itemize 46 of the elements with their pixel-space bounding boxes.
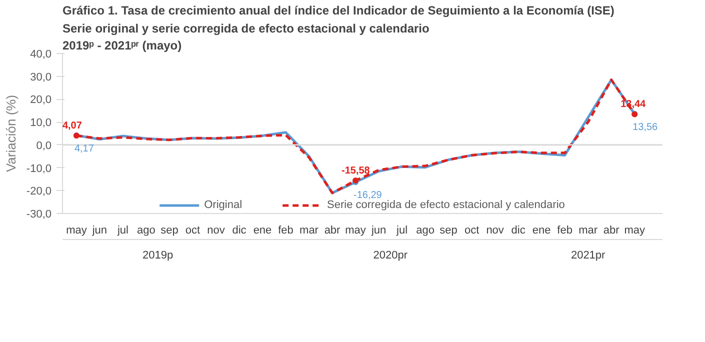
x-tick-label: ago [416, 224, 434, 236]
x-tick-label: oct [464, 224, 480, 236]
data-label: 4,07 [62, 120, 82, 132]
x-tick-label: mar [300, 224, 319, 236]
x-tick-label: mar [578, 224, 598, 236]
y-tick-label: -20,0 [26, 186, 52, 198]
text: 2021pr [570, 250, 606, 262]
y-tick-label: 30,0 [30, 71, 52, 84]
y-tick-label: 0,0 [36, 140, 52, 152]
x-tick-label: abr [324, 224, 341, 236]
x-tick-label: dic [232, 224, 247, 236]
x-tick-label: jul [396, 224, 408, 236]
x-tick-label: jul [116, 224, 128, 236]
y-axis-title: Variación (%) [3, 94, 18, 172]
x-tick-label: ene [253, 224, 272, 236]
y-tick-label: 20,0 [30, 94, 52, 106]
x-tick-label: feb [557, 224, 572, 236]
x-tick-label: ene [532, 224, 551, 236]
x-tick-label: nov [486, 224, 504, 236]
data-label: 4,17 [74, 143, 94, 154]
x-tick-label: dic [511, 224, 526, 236]
x-tick-label: sep [440, 224, 458, 236]
x-tick-label: jun [91, 224, 108, 236]
y-tick-label: -10,0 [26, 162, 52, 175]
x-tick-label: nov [207, 224, 226, 236]
x-tick-label: feb [278, 224, 294, 236]
text: 2020pr [373, 250, 408, 262]
text: 2019p [142, 250, 174, 262]
legend-label: Serie corregida de efecto estacional y calendario [327, 199, 565, 211]
x-tick-label: sep [160, 224, 178, 236]
chart-title: Gráfico 1. Tasa de crecimiento anual del índice del Indicador de Seguimiento a la Economía (ISE) [62, 4, 614, 18]
legend-label: Original [204, 199, 242, 211]
data-label: 13,56 [632, 122, 658, 133]
x-tick-label: jun [370, 224, 386, 236]
chart-subtitle: Serie original y serie corregida de efecto estacional y calendario 2019ᵖ - 2021ᵖʳ (mayo) [62, 22, 430, 52]
x-tick-label: may [624, 224, 646, 236]
x-tick-label: oct [185, 224, 200, 236]
x-tick-label: ago [137, 224, 156, 236]
x-tick-label: abr [603, 224, 620, 236]
y-tick-label: -30,0 [26, 208, 52, 220]
y-tick-label: 10,0 [30, 117, 52, 130]
data-label: -16,29 [354, 190, 382, 202]
data-label: -15,58 [342, 166, 370, 177]
x-tick-label: may [345, 224, 366, 236]
x-tick-label: may [66, 224, 88, 236]
y-tick-label: 40,0 [30, 48, 52, 60]
